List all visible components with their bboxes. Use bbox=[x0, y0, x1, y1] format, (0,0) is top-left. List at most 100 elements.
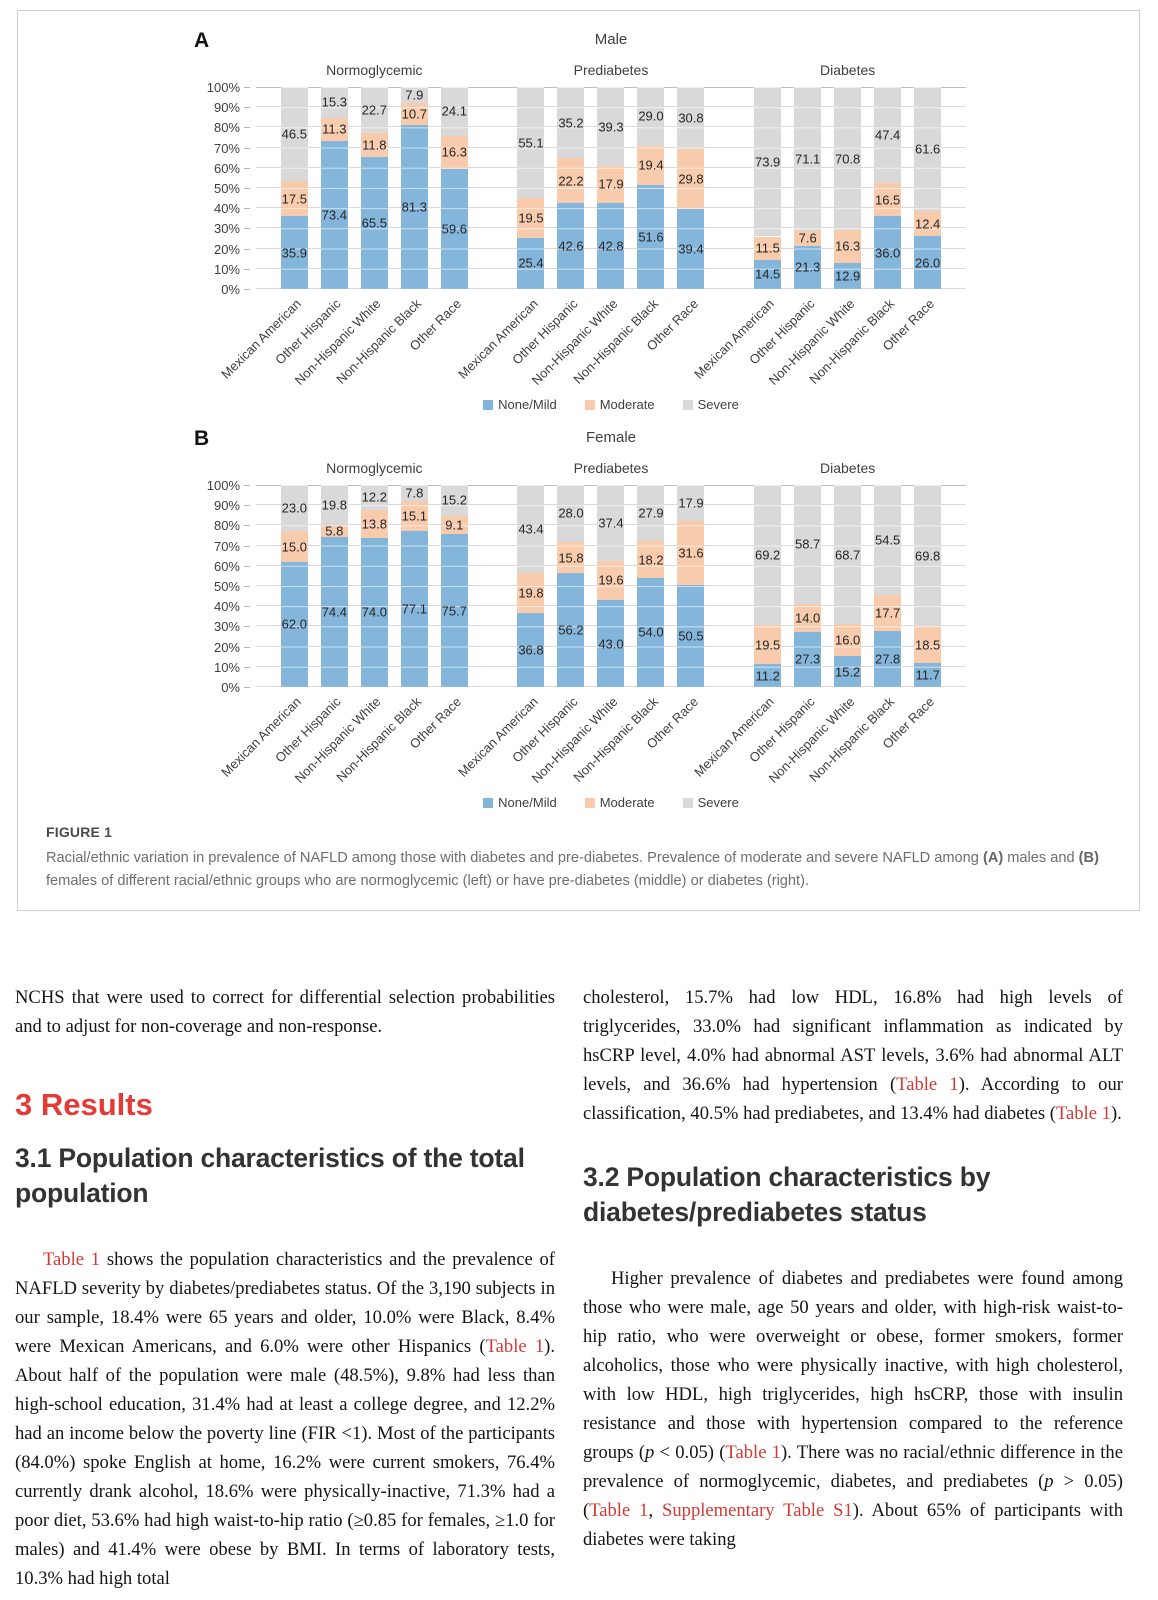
bar-segment-moderate: 15.1 bbox=[400, 500, 428, 532]
bar-value-label: 39.3 bbox=[598, 119, 624, 135]
article-link[interactable]: Supplementary Table S1 bbox=[662, 1500, 853, 1521]
bar-segment-severe: 43.4 bbox=[517, 485, 545, 573]
bar-value-label: 56.2 bbox=[558, 622, 584, 638]
group-title: Prediabetes bbox=[573, 460, 649, 476]
bar-segment-severe: 61.6 bbox=[914, 87, 942, 212]
bar-value-label: 19.6 bbox=[598, 572, 624, 588]
figure-caption-bold: (A) bbox=[982, 850, 1004, 866]
bar-segment-moderate: 18.2 bbox=[637, 541, 665, 578]
plot-area: 35.9 17.5 46.5 73.4 11.3 15.3 65.5 11.8 22.7 81.3… bbox=[256, 87, 966, 289]
bar-value-label: 42.8 bbox=[598, 238, 624, 254]
bar-value-label: 17.9 bbox=[598, 176, 624, 192]
bar-segment-none-mild: 42.6 bbox=[557, 202, 585, 289]
legend-label: Moderate bbox=[599, 795, 655, 810]
bar-value-label: 17.7 bbox=[874, 605, 901, 621]
bar-value-label: 59.6 bbox=[441, 221, 467, 237]
bar-value-label: 19.5 bbox=[754, 637, 781, 653]
bar-segment-none-mild: 56.2 bbox=[557, 573, 585, 687]
chart-title: Male bbox=[594, 31, 628, 48]
bar-value-label: 37.4 bbox=[598, 515, 624, 531]
bar-value-label: 15.0 bbox=[281, 539, 307, 555]
article-link[interactable]: Table 1 bbox=[43, 1249, 101, 1270]
bar-value-label: 68.7 bbox=[834, 547, 861, 563]
bar-segment-moderate: 11.3 bbox=[320, 117, 348, 141]
stacked-bar: 35.9 17.5 46.5 bbox=[280, 87, 308, 289]
bar-segment-severe: 68.7 bbox=[834, 485, 862, 624]
stacked-bar: 43.0 19.6 37.4 bbox=[597, 485, 625, 687]
bar-value-label: 54.0 bbox=[638, 624, 664, 640]
bar-segment-none-mild: 27.8 bbox=[874, 630, 902, 687]
bar-value-label: 39.4 bbox=[678, 241, 704, 257]
bar-segment-severe: 27.9 bbox=[637, 484, 665, 542]
y-axis-tick-label: 40% bbox=[213, 599, 240, 615]
stacked-bar: 42.8 17.9 39.3 bbox=[597, 87, 625, 289]
legend-item: None/Mild bbox=[483, 397, 557, 412]
article-column-left: NCHS that were used to correct for diffe… bbox=[15, 983, 555, 1593]
bar-segment-none-mild: 39.4 bbox=[677, 209, 705, 289]
stacked-bar: 56.2 15.8 28.0 bbox=[557, 485, 585, 687]
bar-segment-none-mild: 43.0 bbox=[597, 600, 625, 687]
bar-segment-moderate: 19.4 bbox=[637, 145, 665, 185]
bar-segment-severe: 17.9 bbox=[677, 485, 705, 522]
article-link[interactable]: Table 1 bbox=[485, 1336, 545, 1357]
y-axis-tick-mark bbox=[244, 167, 250, 169]
bar-value-label: 7.6 bbox=[798, 230, 817, 246]
bar-segment-none-mild: 54.0 bbox=[637, 577, 665, 687]
y-axis-tick-mark bbox=[244, 248, 250, 250]
legend-swatch bbox=[682, 797, 693, 808]
article-link[interactable]: Table 1 bbox=[1055, 1103, 1111, 1124]
chart-legend: None/Mild Moderate Severe bbox=[256, 795, 966, 810]
bar-value-label: 14.5 bbox=[754, 266, 781, 282]
y-axis-tick-mark bbox=[244, 188, 250, 189]
bar-segment-none-mild: 74.0 bbox=[360, 537, 388, 687]
bar-value-label: 17.9 bbox=[678, 495, 704, 511]
bar-segment-severe: 69.2 bbox=[754, 485, 782, 625]
y-axis-tick-mark bbox=[244, 147, 250, 149]
legend-swatch bbox=[483, 797, 494, 808]
stacked-bar: 77.1 15.1 7.8 bbox=[400, 485, 428, 687]
y-axis-tick-label: 50% bbox=[213, 181, 240, 196]
bar-value-label: 7.9 bbox=[405, 87, 424, 103]
figure-1-panel: A Male Normoglycemic Prediabetes Diabetes 100… bbox=[17, 10, 1140, 911]
bar-value-label: 74.0 bbox=[361, 604, 387, 620]
bar-value-label: 15.3 bbox=[321, 94, 347, 110]
bar-value-label: 12.9 bbox=[834, 268, 861, 284]
y-axis-tick-mark bbox=[244, 565, 250, 567]
y-axis-tick-label: 70% bbox=[213, 538, 240, 554]
bar-value-label: 5.8 bbox=[325, 523, 344, 539]
subsection-heading: 3.1 Population characteristics of the to… bbox=[15, 1143, 525, 1208]
bar-value-label: 9.1 bbox=[445, 517, 464, 533]
bar-segment-none-mild: 26.0 bbox=[914, 236, 942, 289]
bar-segment-none-mild: 65.5 bbox=[360, 156, 388, 289]
stacked-bar: 25.4 19.5 55.1 bbox=[517, 87, 545, 289]
legend-label: Severe bbox=[697, 795, 739, 810]
article-text: ). About half of the population were mal… bbox=[15, 1336, 555, 1589]
bar-value-label: 16.5 bbox=[874, 192, 901, 208]
figure-caption-text: Racial/ethnic variation in prevalence of… bbox=[46, 847, 1116, 892]
y-axis-tick-label: 40% bbox=[213, 201, 240, 217]
bar-segment-severe: 46.5 bbox=[280, 87, 308, 182]
bar-value-label: 42.6 bbox=[558, 238, 584, 254]
bar-segment-severe: 54.5 bbox=[874, 485, 902, 596]
y-axis-tick-mark bbox=[244, 586, 250, 587]
y-axis-tick-mark bbox=[244, 289, 250, 290]
bar-value-label: 23.0 bbox=[281, 500, 307, 516]
article-link[interactable]: Table 1 bbox=[896, 1074, 959, 1095]
article-link[interactable]: Table 1 bbox=[725, 1442, 781, 1463]
bar-value-label: 11.3 bbox=[322, 121, 347, 137]
chart-legend: None/Mild Moderate Severe bbox=[256, 397, 966, 412]
bar-value-label: 18.5 bbox=[914, 637, 941, 653]
y-axis-tick-mark bbox=[244, 606, 250, 608]
legend-label: Severe bbox=[697, 397, 739, 412]
y-axis-tick-mark bbox=[244, 485, 250, 486]
stacked-bar: 62.0 15.0 23.0 bbox=[280, 485, 308, 687]
panel-letter-A: A bbox=[194, 29, 210, 52]
bar-segment-moderate: 11.5 bbox=[754, 236, 782, 260]
bar-value-label: 15.1 bbox=[401, 508, 427, 524]
stacked-bar: 74.4 5.8 19.8 bbox=[320, 485, 348, 687]
stacked-bar: 51.6 19.4 29.0 bbox=[637, 87, 665, 289]
bar-segment-severe: 70.8 bbox=[834, 87, 862, 231]
article-link[interactable]: Table 1 bbox=[589, 1500, 649, 1521]
bar-segment-none-mild: 73.4 bbox=[320, 140, 348, 289]
